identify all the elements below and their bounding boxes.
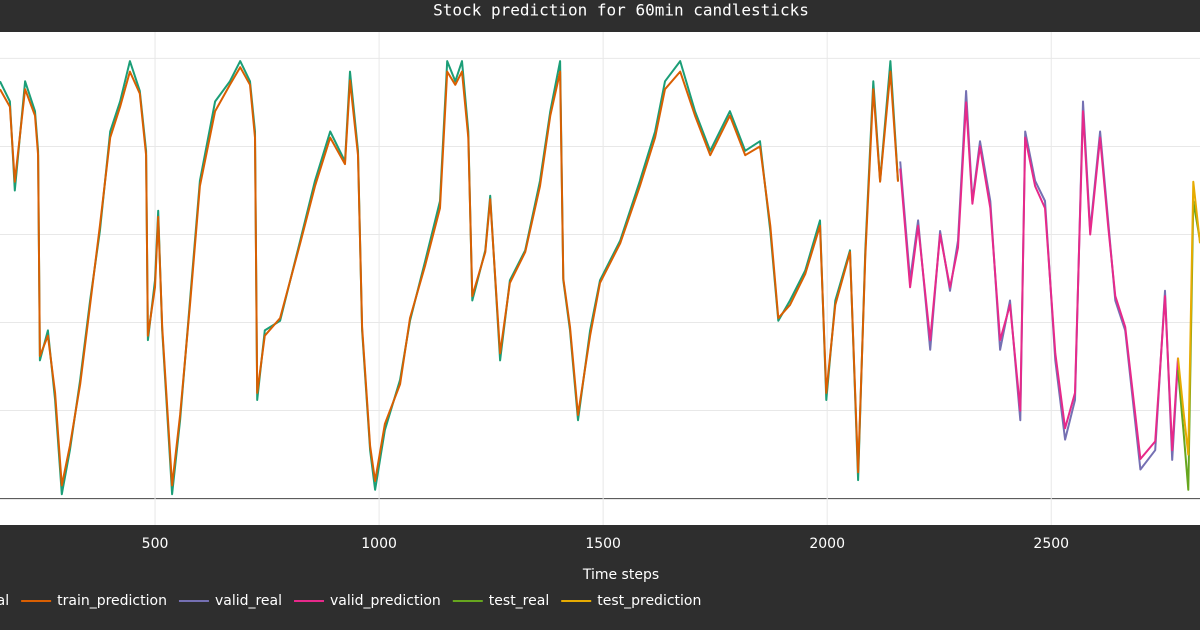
legend-label: train_real (0, 593, 9, 609)
x-tick-label: 2000 (809, 536, 845, 552)
plot (0, 32, 1200, 525)
legend-label: test_prediction (597, 593, 701, 609)
legend-label: valid_real (215, 593, 282, 609)
x-tick-label: 1000 (361, 536, 397, 552)
legend-label: train_prediction (57, 593, 167, 609)
series-line (1177, 180, 1200, 456)
series-line (1177, 200, 1200, 491)
chart-title: Stock prediction for 60min candlesticks (433, 1, 809, 20)
x-axis-label: Time steps (582, 567, 659, 583)
x-tick-label: 1500 (585, 536, 621, 552)
x-tick-label: 2500 (1033, 536, 1069, 552)
series-line (899, 101, 1179, 460)
series-line (0, 66, 899, 487)
legend-label: test_real (489, 593, 549, 609)
x-tick-label: 500 (142, 536, 169, 552)
legend-label: valid_prediction (330, 593, 441, 609)
